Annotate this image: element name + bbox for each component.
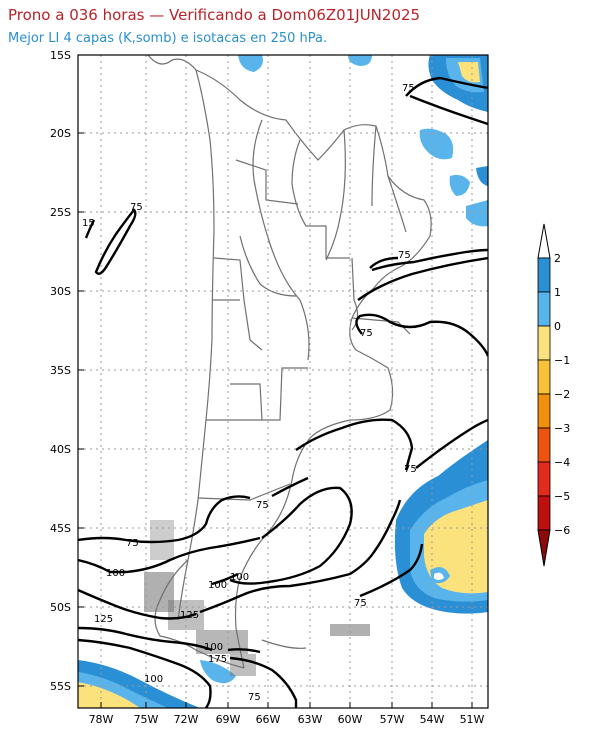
lat-label: 55S <box>50 680 71 693</box>
isotach-label: 100 <box>208 580 227 591</box>
legend-swatch <box>537 359 551 395</box>
isotach-label: 75 <box>256 500 269 511</box>
legend-tick: −5 <box>554 490 570 503</box>
map-area <box>78 55 488 708</box>
isotach-label: 100 <box>144 674 163 685</box>
isotach-label: 75 <box>360 328 373 339</box>
isotach-label: 125 <box>94 614 113 625</box>
isotach-label: 75 <box>126 538 139 549</box>
legend-tick: 1 <box>554 286 561 299</box>
isotach-label: 15 <box>82 218 95 229</box>
lat-label: 30S <box>50 285 71 298</box>
lon-label: 54W <box>420 713 445 726</box>
lat-label: 35S <box>50 364 71 377</box>
land-borders <box>147 55 432 669</box>
lon-label: 69W <box>216 713 241 726</box>
map-title: Prono a 036 horas — Verificando a Dom06Z… <box>8 6 421 24</box>
legend-swatch <box>537 291 551 327</box>
longitude-labels: 78W 75W 72W 69W 66W 63W 60W 57W 54W 51W <box>89 713 485 726</box>
map-frame <box>77 54 489 709</box>
legend-arrow-top <box>537 223 551 259</box>
isotach-contours <box>78 76 488 708</box>
legend-swatch <box>537 461 551 497</box>
lon-label: 75W <box>134 713 159 726</box>
legend-arrow-bottom <box>537 529 551 567</box>
map-subtitle: Mejor LI 4 capas (K,somb) e isotacas en … <box>8 31 328 46</box>
legend-tick: −2 <box>554 388 570 401</box>
isotach-label: 75 <box>398 250 411 261</box>
lat-lon-grid <box>78 55 488 708</box>
legend-tick: −4 <box>554 456 570 469</box>
isotach-label: 100 <box>230 572 249 583</box>
axis-ticks <box>78 54 473 708</box>
isotach-label: 75 <box>130 202 143 213</box>
isotach-label: 75 <box>402 83 415 94</box>
isotach-label: 125 <box>180 610 199 621</box>
lon-label: 60W <box>338 713 363 726</box>
lat-label: 15S <box>50 49 71 62</box>
legend-swatch <box>537 495 551 531</box>
lat-label: 20S <box>50 127 71 140</box>
isotach-label: 100 <box>204 642 223 653</box>
lon-label: 57W <box>380 713 405 726</box>
lat-label: 50S <box>50 601 71 614</box>
legend-tick: 0 <box>554 320 561 333</box>
lat-label: 25S <box>50 206 71 219</box>
lon-label: 78W <box>89 713 114 726</box>
isotach-label: 75 <box>354 598 367 609</box>
legend-swatch <box>537 393 551 429</box>
li-color-legend: 2 1 0 −1 −2 −3 −4 −5 −6 <box>537 223 570 567</box>
lat-label: 40S <box>50 443 71 456</box>
legend-tick: −3 <box>554 422 570 435</box>
lat-label: 45S <box>50 522 71 535</box>
legend-swatch <box>537 257 551 293</box>
lon-label: 51W <box>460 713 485 726</box>
legend-swatch <box>537 427 551 463</box>
isotach-label: 75 <box>248 692 261 703</box>
isotach-labels: 75 15 75 75 75 75 75 75 75 100 100 100 1… <box>82 83 417 703</box>
isotach-label: 175 <box>208 654 227 665</box>
lon-label: 72W <box>174 713 199 726</box>
isotach-label: 75 <box>404 464 417 475</box>
legend-tick: −1 <box>554 354 570 367</box>
legend-tick: −6 <box>554 524 570 537</box>
lon-label: 66W <box>256 713 281 726</box>
latitude-labels: 15S 20S 25S 30S 35S 40S 45S 50S 55S <box>50 49 71 693</box>
legend-swatch <box>537 325 551 361</box>
isotach-label: 100 <box>106 568 125 579</box>
lon-label: 63W <box>298 713 323 726</box>
legend-tick: 2 <box>554 252 561 265</box>
